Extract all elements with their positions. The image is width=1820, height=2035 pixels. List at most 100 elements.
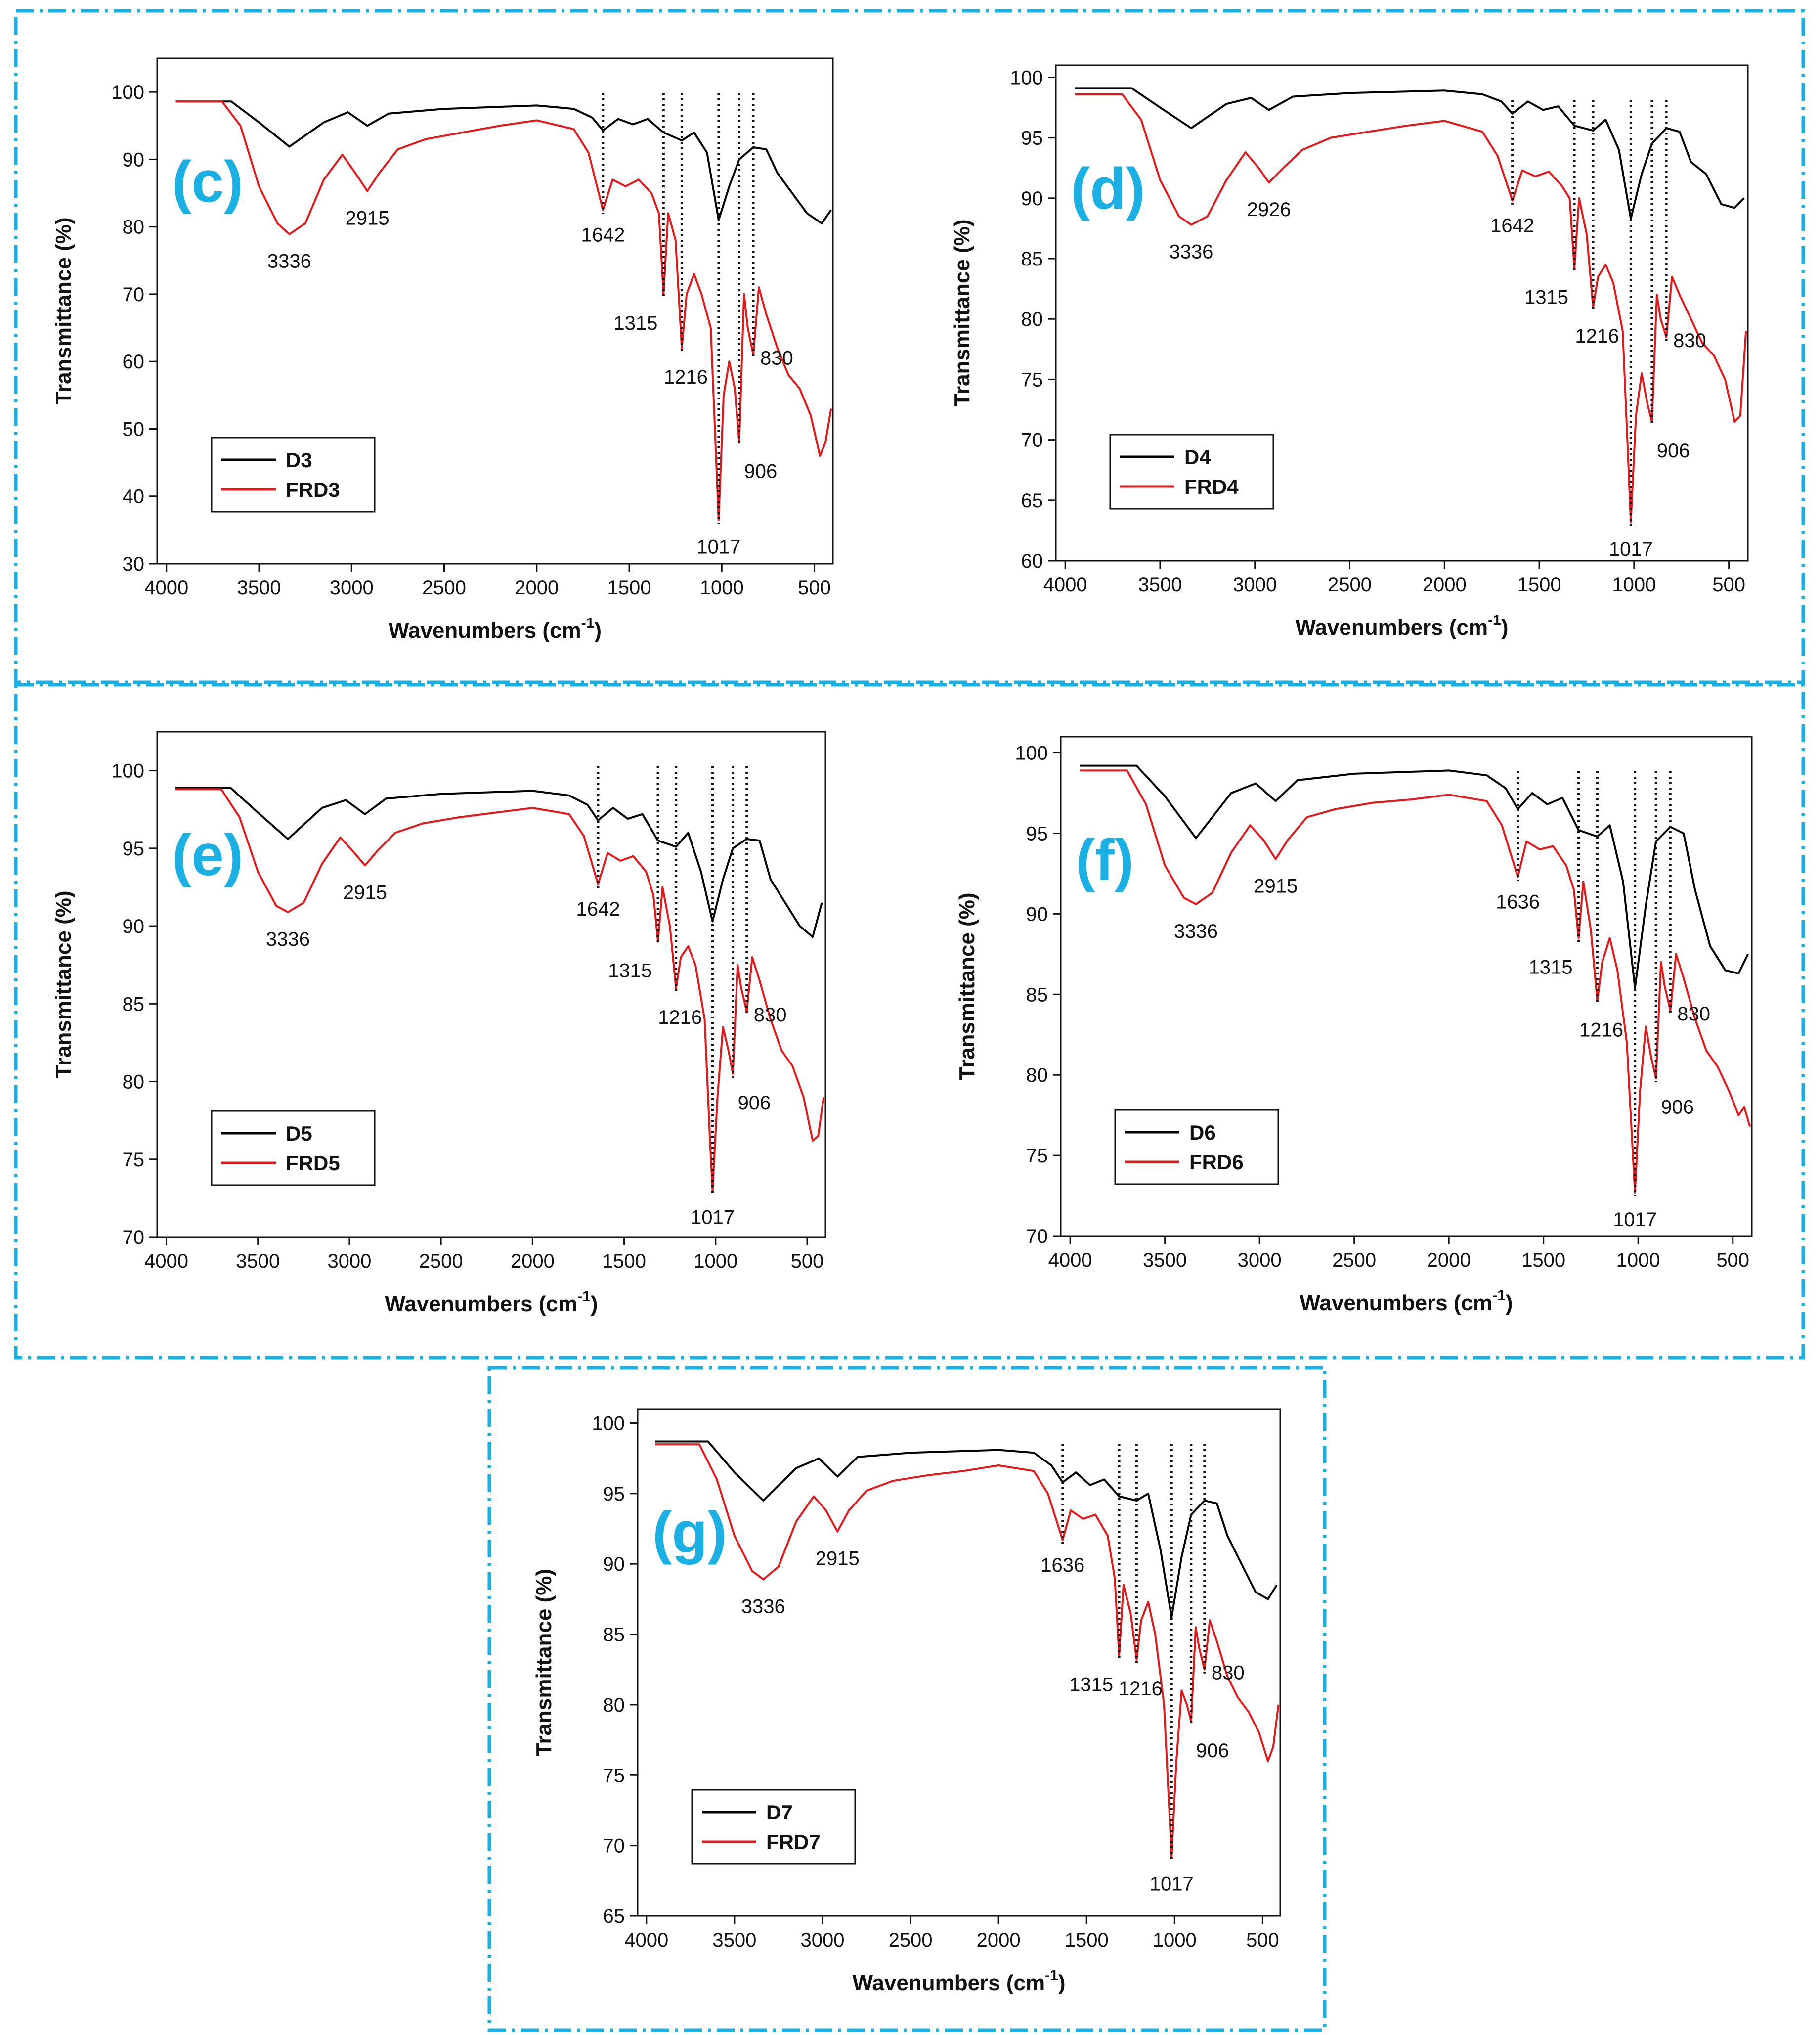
x-tick-label: 2500 [422,577,466,599]
series-line-d6 [1080,764,1749,989]
frame-top-row [14,9,1805,684]
legend-label-d7: D7 [766,1801,793,1824]
y-tick-label: 95 [1021,128,1043,149]
x-tick-label: 1000 [1612,574,1656,596]
y-tick-label: 100 [592,1413,625,1434]
peak-label: 1636 [1040,1554,1084,1576]
y-tick-label: 30 [123,553,145,575]
peak-label: 3336 [1169,241,1213,263]
x-axis-title-superscript: -1 [1488,612,1501,628]
series-line-frd3 [175,100,832,521]
x-axis-title-main: Wavenumbers (cm [1300,1291,1493,1315]
y-axis-title: Transmittance (%) [51,891,76,1078]
x-tick-label: 500 [1716,1249,1749,1271]
x-tick-label: 500 [1246,1929,1279,1951]
peak-label: 1315 [1069,1674,1113,1695]
x-tick-label: 3000 [330,577,374,599]
x-tick-label: 2000 [515,577,559,599]
legend-box [211,437,376,513]
x-axis-title-superscript: -1 [1492,1287,1506,1304]
x-tick-label: 4000 [144,1250,188,1272]
peak-label: 906 [1196,1740,1229,1762]
y-tick-label: 70 [603,1835,625,1857]
legend-label-frd7: FRD7 [766,1830,821,1854]
y-tick-label: 95 [603,1483,625,1505]
panel-label: (f) [1076,828,1134,893]
peak-label: 1642 [581,224,625,246]
y-axis-title: Transmittance (%) [51,218,76,405]
y-tick-label: 65 [603,1905,625,1927]
series-line-d4 [1075,87,1745,220]
peak-label: 1017 [691,1207,735,1229]
y-tick-label: 90 [123,149,145,171]
legend-label-frd4: FRD4 [1184,475,1239,498]
peak-label: 3336 [266,929,310,950]
legend-label-d4: D4 [1184,445,1211,469]
y-tick-label: 70 [123,1227,145,1248]
y-tick-label: 95 [1026,823,1048,844]
x-axis-title-superscript: -1 [577,1288,591,1305]
x-tick-label: 3500 [1138,574,1182,596]
x-tick-label: 1000 [700,577,744,599]
y-tick-label: 100 [1010,67,1043,88]
x-tick-label: 4000 [1048,1249,1092,1271]
chart-panel-g: 4000 3500 3000 2500 2000 1500 1000 500 65 70 75 80 8… [532,1408,1281,1995]
plot-area-frame [156,57,834,565]
y-tick-label: 90 [603,1553,625,1575]
x-axis-title-superscript: -1 [1045,1967,1058,1984]
plot-area-frame [637,1408,1281,1917]
x-tick-label: 1500 [1521,1249,1565,1271]
y-tick-label: 65 [1021,490,1043,512]
x-axis-title-close: ) [1506,1291,1513,1315]
peak-label: 1642 [576,898,620,920]
peak-label: 3336 [741,1596,785,1618]
chart-panel-f: 4000 3500 3000 2500 2000 1500 1000 500 70 75 80 85 9… [955,736,1753,1315]
y-axis-title: Transmittance (%) [950,220,974,407]
x-tick-label: 3500 [712,1929,756,1951]
panel-label: (g) [652,1500,727,1565]
x-tick-label: 2500 [419,1250,463,1272]
peak-label: 2915 [1254,876,1298,897]
x-tick-label: 500 [798,577,831,599]
peak-label: 1216 [1579,1019,1623,1041]
legend-label-frd6: FRD6 [1189,1150,1244,1174]
legend-label-frd5: FRD5 [286,1151,340,1175]
x-axis-title-main: Wavenumbers (cm [853,1971,1045,1995]
x-tick-label: 2000 [511,1250,555,1272]
y-tick-label: 60 [123,351,145,373]
peak-label: 2915 [816,1548,860,1570]
legend-box [211,1110,376,1186]
peak-label: 1017 [696,536,740,558]
y-tick-label: 70 [123,284,145,306]
chart-panel-c: 4000 3500 3000 2500 2000 1500 1000 500 30 40 50 60 7… [51,57,834,643]
chart-panel-e: 4000 3500 3000 2500 2000 1500 1000 500 70 75 80 85 9… [51,731,826,1316]
series-line-frd7 [655,1443,1280,1858]
panel-label: (d) [1071,156,1145,221]
peak-label: 2915 [346,207,390,229]
peak-label: 1315 [613,312,657,334]
peak-label: 830 [754,1004,787,1026]
peak-label: 906 [1657,440,1690,462]
y-tick-label: 90 [1021,188,1043,210]
y-tick-label: 75 [1021,369,1043,391]
peak-label: 1315 [608,960,652,982]
y-tick-label: 75 [603,1765,625,1786]
x-tick-label: 4000 [1043,574,1087,596]
x-axis-title-main: Wavenumbers (cm [389,619,581,643]
peak-label: 906 [738,1092,771,1114]
chart-panel-d: 4000 3500 3000 2500 2000 1500 1000 500 60 65 70 75 8… [950,64,1749,640]
y-tick-label: 100 [111,82,144,103]
peak-label: 1216 [658,1007,702,1028]
peak-label: 906 [1661,1097,1694,1118]
y-tick-label: 90 [123,916,145,937]
y-tick-label: 70 [1021,430,1043,451]
peak-label: 830 [1677,1003,1710,1025]
peak-label: 3336 [1174,921,1218,942]
x-tick-label: 3500 [1143,1249,1187,1271]
y-tick-label: 85 [1026,984,1048,1006]
x-axis-title: Wavenumbers (cm-1) [385,1288,598,1316]
plot-area-frame [1055,64,1749,562]
y-tick-label: 85 [603,1624,625,1646]
y-axis-title: Transmittance (%) [955,893,979,1080]
